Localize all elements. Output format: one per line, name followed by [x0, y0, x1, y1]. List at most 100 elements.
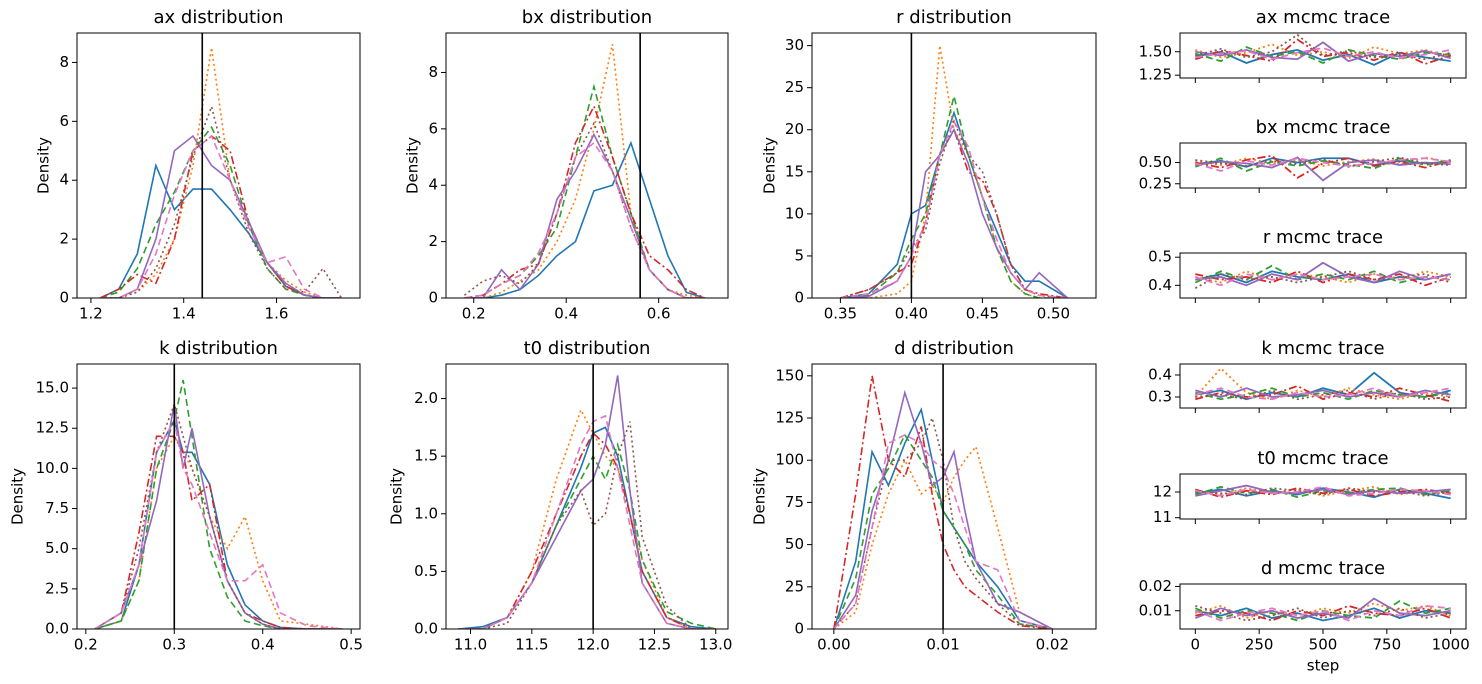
y-tick-label: 10.0 [36, 459, 69, 477]
y-axis-label: Density [404, 137, 422, 194]
y-tick-label: 2.0 [414, 389, 438, 407]
x-tick-label: 1.6 [265, 305, 289, 323]
y-tick-label: 4 [59, 171, 69, 189]
axes-frame [811, 32, 1097, 299]
x-tick-label: 0 [1191, 636, 1201, 654]
y-tick-label: 6 [59, 112, 69, 130]
x-tick-label: 0.2 [462, 305, 486, 323]
series-group [833, 375, 1053, 629]
density-line [833, 389, 1053, 629]
trace-line [1194, 597, 1451, 620]
trace-line [1195, 41, 1451, 63]
y-tick-label: 20 [785, 120, 804, 138]
subplot: 1.2 1.4 1.6 0 2 4 6 8 ax distribution Density [35, 7, 361, 323]
density-line [464, 141, 705, 298]
series-group [1194, 367, 1451, 403]
series-group [99, 47, 343, 298]
subplot: 1.25 1.50 ax mcmc trace [1139, 7, 1467, 84]
x-tick-label: 0.6 [647, 305, 671, 323]
x-tick-label: 0.2 [74, 636, 98, 654]
trace-line [1195, 387, 1451, 398]
trace-line [1195, 607, 1451, 622]
trace-line [1194, 367, 1451, 401]
density-line [458, 421, 716, 629]
y-tick-label: 0.25 [1139, 174, 1172, 192]
subplot-title: k mcmc trace [1261, 338, 1384, 359]
x-tick-label: 0.40 [895, 305, 928, 323]
x-tick-label: 250 [1245, 636, 1274, 654]
y-tick-label: 0.0 [45, 620, 69, 638]
density-line [840, 95, 1068, 298]
y-tick-label: 15 [785, 162, 804, 180]
density-line [100, 47, 342, 298]
x-tick-label: 0.4 [251, 636, 275, 654]
density-line [840, 127, 1068, 298]
x-tick-label: 0.3 [162, 636, 186, 654]
y-tick-label: 30 [785, 36, 804, 54]
y-tick-label: 7.5 [45, 499, 69, 517]
y-tick-label: 15.0 [36, 379, 69, 397]
x-tick-label: 0.02 [1036, 636, 1069, 654]
y-tick-label: 8 [59, 53, 69, 71]
density-line [94, 404, 343, 629]
y-tick-label: 4 [428, 176, 438, 194]
x-tick-label: 0.00 [817, 636, 850, 654]
density-line [94, 418, 343, 629]
y-axis-label: Density [751, 468, 769, 525]
axes-frame [445, 363, 729, 630]
axes-frame [811, 363, 1097, 630]
y-tick-label: 6 [428, 119, 438, 137]
trace-line [1195, 485, 1451, 499]
density-line [94, 379, 343, 629]
series-group [1195, 33, 1451, 66]
trace-line [1195, 261, 1451, 287]
series-group [1195, 484, 1451, 500]
trace-line [1195, 273, 1451, 287]
x-tick-label: 11.0 [454, 636, 487, 654]
subplot: 0.3 0.4 k mcmc trace [1148, 338, 1467, 413]
subplot: 11.0 11.5 12.0 12.5 13.0 0.0 0.5 1.0 1.5 2.0 t0 di… [388, 338, 733, 654]
trace-line [1195, 156, 1451, 182]
x-tick-label: 0.4 [554, 305, 578, 323]
subplot-title: d mcmc trace [1261, 558, 1385, 579]
y-tick-label: 75 [785, 493, 804, 511]
subplot: 0.00 0.01 0.02 0 25 50 75 100 125 150 d distributi… [751, 338, 1097, 654]
density-line [833, 375, 1053, 629]
series-group [840, 45, 1069, 298]
density-line [458, 431, 716, 629]
trace-line [1195, 389, 1451, 401]
density-line [840, 127, 1069, 298]
density-line [464, 140, 706, 298]
series-group [1194, 597, 1452, 622]
y-tick-label: 50 [785, 535, 804, 553]
x-tick-label: 750 [1373, 636, 1402, 654]
y-tick-label: 0.50 [1139, 153, 1172, 171]
y-tick-label: 0.02 [1139, 577, 1172, 595]
y-tick-label: 0.01 [1139, 601, 1172, 619]
y-tick-label: 1.50 [1139, 42, 1172, 60]
trace-line [1195, 387, 1451, 401]
trace-line [1195, 485, 1451, 497]
y-tick-label: 0.4 [1148, 276, 1172, 294]
y-tick-label: 8 [428, 63, 438, 81]
y-tick-label: 0.5 [414, 562, 438, 580]
y-tick-label: 0.3 [1148, 388, 1172, 406]
y-tick-label: 25 [785, 577, 804, 595]
density-line [100, 134, 342, 298]
trace-line [1195, 156, 1451, 168]
trace-line [1195, 38, 1451, 65]
density-line [840, 119, 1068, 298]
trace-line [1195, 156, 1451, 167]
subplot-title: r mcmc trace [1263, 227, 1383, 248]
x-tick-label: 1.2 [79, 305, 103, 323]
y-tick-label: 10 [785, 204, 804, 222]
y-tick-label: 5 [794, 246, 804, 264]
density-line [840, 45, 1068, 298]
trace-line [1195, 487, 1451, 499]
density-line [100, 134, 342, 298]
subplot-title: ax distribution [154, 7, 284, 28]
trace-line [1195, 385, 1451, 403]
y-tick-label: 1.25 [1139, 66, 1172, 84]
subplot-title: r distribution [896, 7, 1012, 28]
